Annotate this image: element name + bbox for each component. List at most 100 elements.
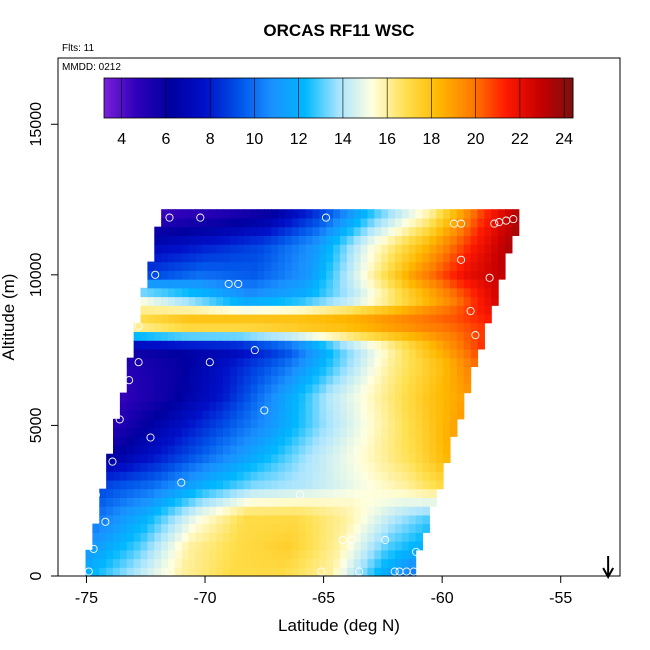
heatmap-cell: [408, 410, 417, 420]
colorbar-segment: [570, 78, 574, 118]
heatmap-cell: [147, 375, 155, 385]
heatmap-cell: [161, 514, 169, 525]
heatmap-cell: [161, 453, 169, 464]
colorbar-segment: [354, 78, 358, 118]
heatmap-cell: [408, 252, 417, 263]
colorbar-segment: [420, 78, 424, 118]
heatmap-cell: [119, 410, 128, 420]
observation-point: [165, 213, 174, 222]
heatmap-cell: [126, 523, 135, 533]
heatmap-cell: [449, 392, 458, 402]
heatmap-cell: [202, 567, 210, 577]
heatmap-cell: [422, 462, 430, 472]
observation-point: [485, 273, 494, 282]
heatmap-cell: [401, 549, 410, 560]
heatmap-cell: [312, 252, 320, 263]
heatmap-cell: [229, 235, 238, 245]
heatmap-cell: [181, 523, 190, 533]
heatmap-cell: [374, 296, 382, 306]
heatmap-cell: [326, 418, 334, 429]
heatmap-cell: [298, 471, 307, 481]
heatmap-cell: [484, 209, 492, 219]
heatmap-cell: [209, 436, 217, 446]
heatmap-cell: [140, 532, 148, 542]
heatmap-cell: [174, 340, 183, 350]
colorbar-segment: [277, 78, 281, 118]
heatmap-cell: [415, 444, 424, 455]
colorbar-segment: [357, 78, 361, 118]
heatmap-cell: [264, 418, 272, 429]
heatmap-cell: [195, 305, 204, 315]
heatmap-cell: [305, 497, 314, 507]
colorbar-segment: [221, 78, 225, 118]
heatmap-cell: [209, 488, 217, 498]
heatmap-cell: [250, 506, 259, 516]
heatmap-cell: [284, 209, 293, 219]
heatmap-cell: [284, 279, 293, 289]
heatmap-cell: [312, 453, 320, 464]
heatmap-cell: [319, 244, 327, 254]
colorbar-segment: [179, 78, 182, 118]
heatmap-cell: [99, 523, 107, 533]
heatmap-cell: [250, 488, 259, 498]
heatmap-cell: [360, 506, 369, 516]
heatmap-cell: [498, 270, 506, 280]
heatmap-cell: [223, 244, 231, 254]
heatmap-cell: [381, 532, 389, 542]
colorbar-segment: [214, 78, 218, 118]
colorbar-segment: [338, 78, 342, 118]
heatmap-cell: [374, 340, 382, 350]
heatmap-cell: [470, 235, 479, 245]
heatmap-cell: [243, 235, 252, 245]
heatmap-cell: [353, 567, 362, 577]
heatmap-cell: [463, 383, 472, 394]
heatmap-cell: [408, 331, 417, 341]
heatmap-cell: [436, 357, 444, 367]
heatmap-cell: [161, 244, 169, 254]
heatmap-cell: [367, 322, 375, 333]
colorbar-segment: [305, 78, 309, 118]
heatmap-cell: [236, 366, 245, 376]
heatmap-cell: [353, 252, 362, 263]
heatmap-cell: [278, 418, 286, 429]
heatmap-cell: [429, 226, 437, 236]
plot-border: [57, 57, 621, 577]
heatmap-cell: [264, 279, 272, 289]
heatmap-cell: [470, 270, 479, 280]
heatmap-cell: [140, 549, 148, 560]
heatmap-cell: [168, 226, 176, 236]
colorbar-segment: [432, 78, 436, 118]
heatmap-cell: [436, 287, 444, 298]
heatmap-cell: [394, 392, 403, 402]
heatmap-cell: [147, 532, 155, 542]
heatmap-cell: [257, 366, 265, 376]
heatmap-cell: [319, 462, 327, 472]
heatmap-cell: [195, 497, 204, 507]
heatmap-cell: [353, 418, 362, 429]
heatmap-cell: [374, 383, 382, 394]
colorbar-segment: [308, 78, 311, 118]
heatmap-cell: [498, 261, 506, 271]
heatmap-cell: [463, 348, 472, 359]
heatmap-cell: [216, 532, 224, 542]
heatmap-cell: [353, 532, 362, 542]
heatmap-cell: [174, 567, 183, 577]
heatmap-cell: [133, 453, 142, 464]
heatmap-cell: [174, 366, 183, 376]
heatmap-cell: [360, 357, 369, 367]
heatmap-cell: [484, 226, 492, 236]
heatmap-cell: [181, 410, 190, 420]
heatmap-cell: [229, 567, 238, 577]
heatmap-cell: [394, 532, 403, 542]
heatmap-cell: [264, 226, 272, 236]
heatmap-cell: [491, 226, 499, 236]
heatmap-cell: [209, 322, 217, 333]
colorbar-segment: [556, 78, 560, 118]
heatmap-cell: [312, 462, 320, 472]
colorbar-segment: [436, 78, 440, 118]
observation-point: [412, 547, 421, 556]
heatmap-cell: [278, 296, 286, 306]
heatmap-cell: [161, 331, 169, 341]
heatmap-cell: [449, 340, 458, 350]
heatmap-cell: [381, 252, 389, 263]
